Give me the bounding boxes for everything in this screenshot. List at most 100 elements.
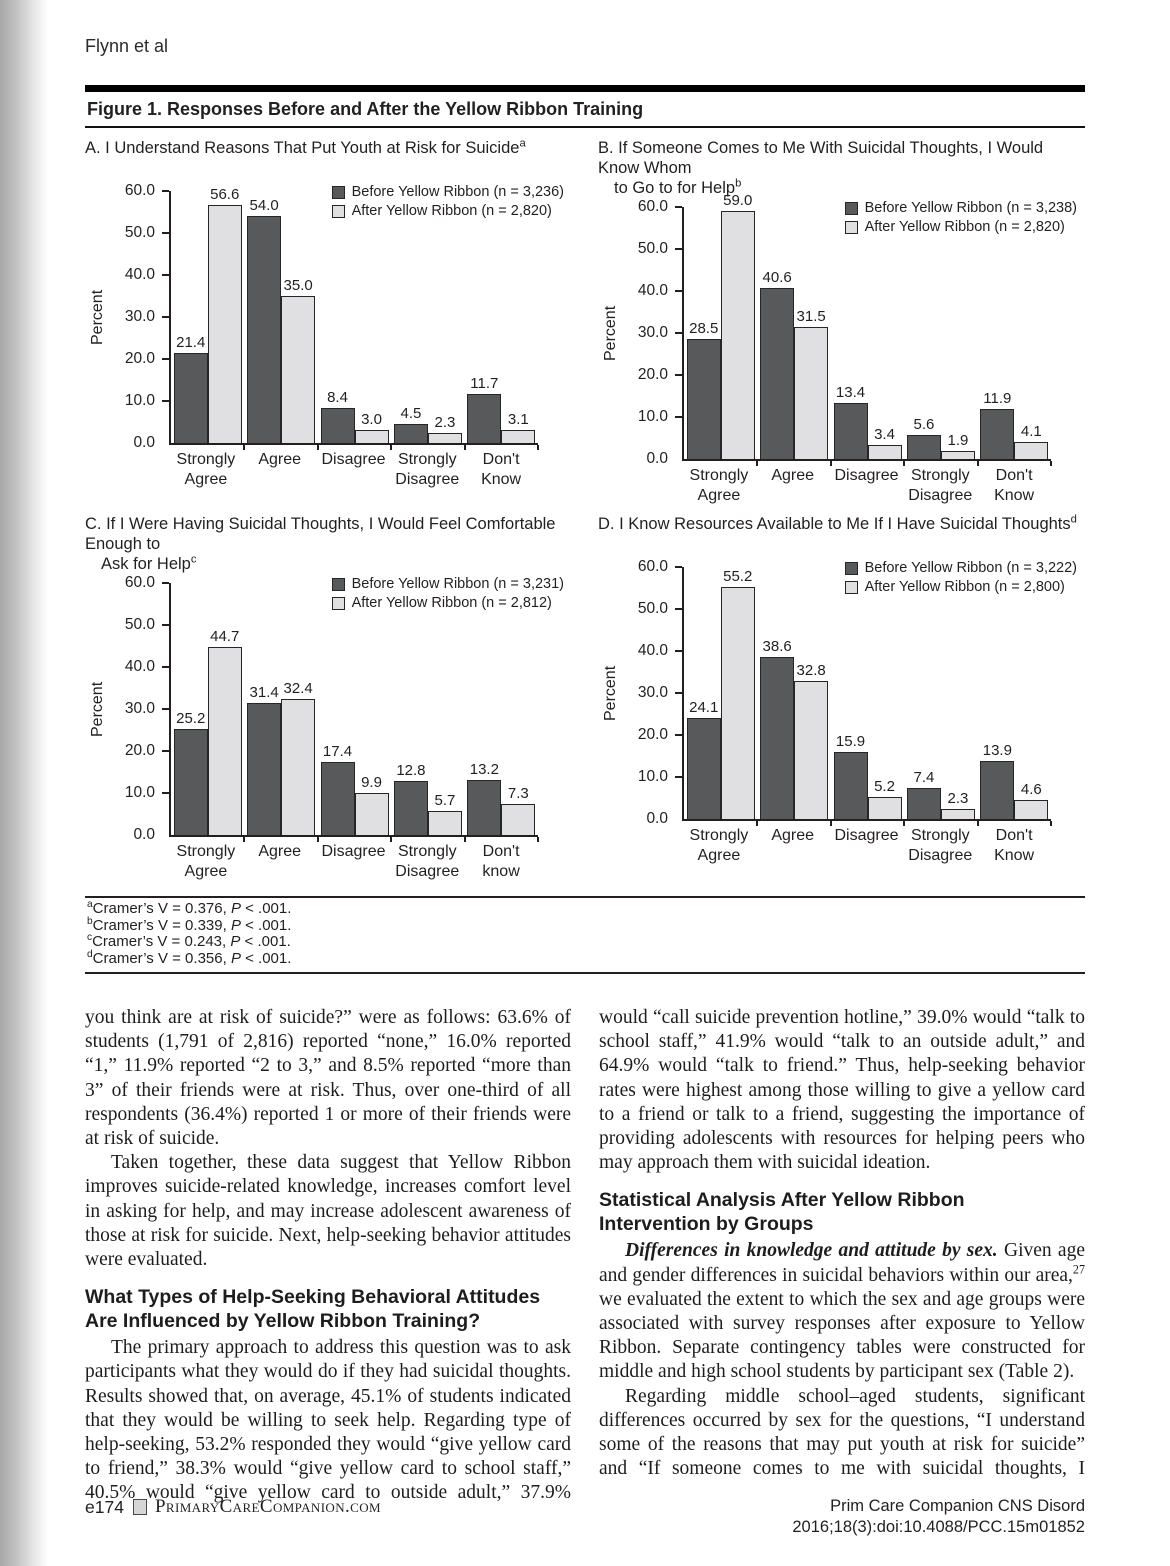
chart-C: C. If I Were Having Suicidal Thoughts, I… (85, 514, 572, 882)
tline: B. If Someone Comes to Me With Suicidal … (598, 138, 1085, 178)
bar-before: 24.1 (686, 699, 721, 819)
bar-after: 7.3 (501, 785, 536, 835)
bar-before: 12.8 (393, 762, 428, 835)
bar-value-label: 1.9 (947, 432, 969, 450)
x-tick (976, 821, 979, 826)
x-tick (976, 461, 979, 466)
running-head: Flynn et al (85, 36, 169, 56)
bar-before: 28.5 (686, 320, 721, 459)
bar-before: 8.4 (320, 389, 355, 443)
bar-value-label: 44.7 (210, 628, 240, 646)
y-tick-label: 20.0 (124, 350, 155, 367)
bar-value-label: 12.8 (396, 762, 426, 780)
chart-C-plot-area: Percent 0.0 10.0 20.0 30.0 40.0 50.0 60.0 25.2 44… (89, 574, 564, 843)
bar-after: 59.0 (720, 192, 755, 459)
y-tick-label: 0.0 (133, 434, 155, 451)
xline: Disagree (321, 843, 386, 860)
x-tick (756, 821, 759, 826)
x-category-label: Agree (243, 842, 317, 882)
xline: Strongly (176, 843, 236, 860)
xline: Don't Know (994, 827, 1035, 864)
bar-before: 13.4 (833, 384, 868, 459)
bar-value-label: 8.4 (327, 388, 348, 406)
figure-footnote: dCramer’s V = 0.356, P < .001. (87, 948, 292, 967)
bar-value-label: 13.4 (835, 383, 866, 401)
y-tick (162, 624, 169, 626)
groups: 28.5 59.0 40.6 31.5 13.4 3.4 5.6 1.9 11.9 4.1 (684, 192, 1051, 459)
sup: b (87, 915, 93, 927)
bar-value-label: 3.1 (507, 410, 529, 428)
paragraph: would “call suicide prevention hotline,”… (599, 1007, 1085, 1174)
bar-value-label: 7.3 (507, 785, 529, 803)
y-tick-label: 60.0 (637, 558, 668, 575)
bar-before: 11.9 (980, 390, 1015, 459)
sup: 27 (1072, 1262, 1085, 1277)
bar-after: 5.2 (867, 778, 902, 819)
x-tick (537, 837, 539, 842)
xline: Strongly (910, 827, 970, 844)
legend-swatch-after (331, 205, 345, 218)
bar-value-label: 40.6 (762, 269, 792, 287)
xline: Agree (697, 487, 741, 504)
bar-value-label: 11.7 (470, 374, 499, 392)
bar-group: 11.7 3.1 (465, 191, 538, 443)
bar-group: 8.4 3.0 (318, 191, 391, 443)
y-tick-label: 0.0 (646, 810, 668, 827)
bar-group: 7.4 2.3 (904, 567, 977, 819)
paragraph: Differences in knowledge and attitude by… (599, 1240, 1085, 1383)
y-tick (675, 374, 682, 377)
y-tick-label: 30.0 (124, 308, 155, 325)
bar-value-label: 15.9 (835, 733, 866, 751)
span: to Go to for Help (614, 179, 736, 197)
bar-before: 13.9 (980, 742, 1015, 819)
x-category-label: Disagree (317, 842, 391, 882)
chart-A-title: A. I Understand Reasons That Put Youth a… (85, 138, 572, 182)
y-tick (675, 692, 682, 694)
y-tick (675, 290, 682, 293)
bar-group: 13.2 7.3 (465, 583, 538, 835)
footer-left: e174 PrimaryCareCompanion.com (85, 1496, 381, 1518)
legend-swatch-before (844, 202, 858, 215)
bar-before: 11.7 (467, 375, 502, 443)
x-tick (390, 837, 393, 842)
figure-top-rule (85, 85, 1085, 92)
bar-group: 21.4 56.6 (171, 186, 244, 443)
i: P (230, 949, 241, 967)
x-category-label: Strongly Agree (682, 826, 756, 866)
legend-label: Before Yellow Ribbon (n = 3,222) (864, 560, 1077, 576)
x-category-label: Agree (756, 466, 830, 506)
legend-swatch-before (331, 186, 345, 199)
y-tick-label: 40.0 (124, 658, 155, 675)
y-tick-label: 20.0 (637, 726, 668, 743)
legend-label: Before Yellow Ribbon (n = 3,231) (351, 576, 564, 592)
y-tick-label: 60.0 (124, 574, 155, 591)
bar-value-label: 2.3 (947, 790, 969, 808)
y-tick (675, 776, 682, 779)
x-axis-labels: Strongly Agree Agree Disagree Strongly Disagr… (682, 826, 1051, 866)
x-category-label: Disagree (317, 450, 391, 490)
groups: 24.1 55.2 38.6 32.8 15.9 5.2 7.4 2.3 13.9 4.6 (684, 567, 1051, 819)
sup: d (1070, 513, 1077, 526)
chart-D: D. I Know Resources Available to Me If I… (598, 514, 1085, 882)
y-tick (675, 206, 682, 208)
y-tick-label: 20.0 (124, 742, 155, 759)
bar-value-label: 55.2 (723, 568, 753, 586)
y-tick (162, 232, 169, 234)
bar-after: 4.6 (1014, 781, 1049, 819)
bar-after: 2.3 (427, 414, 462, 443)
bar-before: 5.6 (906, 416, 941, 459)
x-category-label: Strongly Agree (169, 450, 243, 490)
bar-after: 3.0 (354, 411, 389, 443)
x-category-label: Strongly Disagree (390, 842, 464, 882)
y-tick (675, 734, 682, 737)
bar-before: 25.2 (173, 710, 208, 835)
chart-D-title: D. I Know Resources Available to Me If I… (598, 514, 1085, 558)
y-tick (162, 708, 169, 710)
xline: Strongly (689, 827, 749, 844)
figure-title: Figure 1. Responses Before and After the… (85, 92, 1085, 128)
y-tick-label: 30.0 (637, 324, 668, 341)
bar-group: 11.9 4.1 (978, 207, 1051, 459)
paragraph: you think are at risk of suicide?” were … (85, 1007, 571, 1150)
x-tick (1050, 821, 1052, 826)
bar-group: 13.9 4.6 (978, 567, 1051, 819)
